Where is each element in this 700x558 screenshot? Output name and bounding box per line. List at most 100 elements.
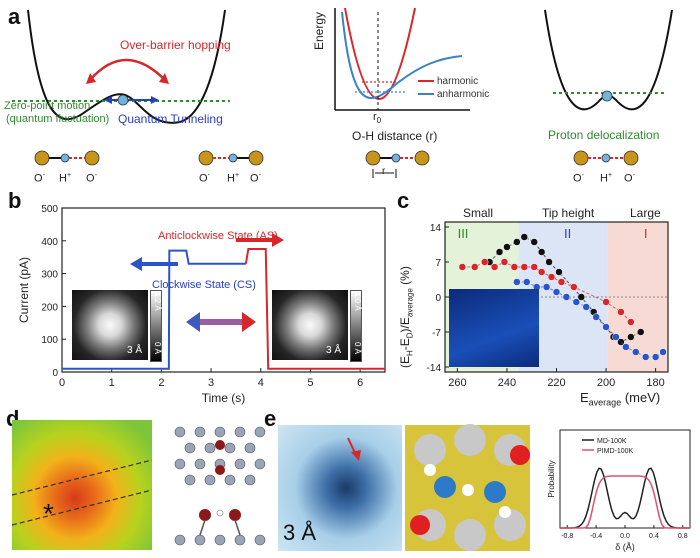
plot-frame: [61, 207, 386, 373]
data-point: [495, 248, 504, 256]
data-point: [490, 263, 499, 271]
ion-label: O-: [573, 172, 584, 185]
data-point: [602, 298, 610, 306]
data-point: [530, 263, 538, 271]
data-point: [537, 248, 546, 256]
legend-anharmonic: anharmonic: [418, 89, 489, 100]
ion-label: O-: [34, 172, 45, 185]
colorbar-right: [350, 290, 362, 362]
x-tick-label: 180: [646, 377, 664, 389]
tip-height-label: Tip height: [542, 206, 595, 220]
data-point: [582, 303, 590, 311]
colorbar-left-min: 0 Å: [153, 342, 162, 355]
data-point: [530, 238, 538, 246]
colorbar-left: [150, 290, 162, 362]
data-point: [659, 348, 667, 356]
current-trace-blue: [62, 249, 246, 370]
afm-heatmap: [12, 420, 152, 550]
panel-a-label: a: [8, 4, 21, 29]
double-well-left: [12, 7, 673, 178]
x-tick-label: 200: [597, 377, 615, 389]
x-tick-label: 2: [158, 377, 164, 389]
y-tick-label: 300: [41, 270, 58, 281]
x-tick-label: -0.4: [590, 533, 602, 540]
x-tick-label: 1: [109, 377, 115, 389]
colorbar-right-max: 1.0 Å: [353, 292, 362, 311]
data-point: [572, 298, 581, 306]
panel-c-label: c: [397, 188, 410, 213]
data-point: [547, 273, 556, 281]
data-point: [537, 268, 546, 276]
quantum-fluctuation-label: (quantum fluctuation): [6, 113, 110, 125]
y-tick-label: 0: [435, 293, 441, 304]
x-tick-label: 0.8: [678, 533, 688, 540]
svg-text:*: *: [43, 498, 54, 529]
x-tick-label: 3: [208, 377, 214, 389]
current-trace-red: [244, 248, 385, 370]
x-tick-label: 0.0: [620, 533, 630, 540]
ion-label: H+: [600, 172, 613, 185]
data-point: [641, 353, 650, 361]
y-tick-label: -7: [432, 328, 441, 339]
x-tick-label: 5: [307, 377, 313, 389]
data-point: [510, 263, 519, 271]
x-tick-label: 6: [357, 377, 363, 389]
x-tick-label: 0: [59, 377, 65, 389]
ion-label: O-: [199, 172, 210, 185]
md-curve: [559, 467, 691, 529]
data-point: [627, 318, 635, 326]
legend-label: PIMD-100K: [597, 448, 634, 455]
clockwise-label: Clockwise State (CS): [152, 279, 256, 291]
x-tick-label: 0.4: [649, 533, 659, 540]
ion-label: O-: [624, 172, 635, 185]
scale-bar-right: 3 Å: [326, 345, 342, 356]
data-point: [617, 308, 625, 316]
ion-label: O-: [86, 172, 97, 185]
data-point: [557, 278, 566, 286]
y-tick-label: -14: [427, 363, 442, 374]
arrow-blue-head: [130, 257, 142, 271]
stm-image-left: [72, 290, 148, 360]
y-tick-label: 7: [435, 258, 441, 269]
y-tick-label: 14: [430, 223, 442, 234]
region-label: III: [458, 226, 469, 241]
oh-distance-label: O-H distance (r): [352, 129, 438, 143]
switch-arrow-right: [242, 312, 256, 332]
y-tick-label: 0: [52, 368, 58, 379]
data-point: [636, 328, 645, 336]
data-point: [570, 283, 578, 291]
data-point: [520, 233, 529, 241]
zero-point-label: Zero-point motion: [4, 100, 91, 112]
r-mark-label: r: [382, 166, 386, 177]
scale-bar-left: 3 Å: [127, 345, 143, 356]
data-point: [503, 243, 511, 251]
data-point: [470, 263, 479, 271]
data-point: [520, 263, 529, 271]
data-point: [622, 343, 630, 351]
colorbar-left-max: 1.2 Å: [153, 292, 162, 311]
data-point: [562, 293, 571, 301]
ion-label: O-: [250, 172, 261, 185]
data-point: [513, 238, 521, 246]
data-point: [500, 258, 509, 266]
x-tick-label: 4: [258, 377, 264, 389]
data-point: [542, 283, 551, 291]
over-barrier-label: Over-barrier hopping: [120, 38, 231, 52]
x-tick-label: 220: [547, 377, 565, 389]
y-axis-label: Current (pA): [17, 257, 31, 323]
data-point: [592, 313, 600, 321]
x-axis-label: δ (Å): [615, 542, 635, 552]
switch-arrow-left: [186, 312, 200, 332]
pimd-curve: [560, 475, 690, 529]
delocalization-label: Proton delocalization: [548, 128, 660, 142]
x-tick-label: -0.8: [561, 533, 573, 540]
y-tick-label: 500: [41, 204, 58, 215]
data-point: [545, 258, 553, 266]
region-label: II: [564, 226, 571, 241]
anticlockwise-label: Anticlockwise State (AS): [158, 230, 278, 242]
x-tick-label: 260: [448, 377, 466, 389]
